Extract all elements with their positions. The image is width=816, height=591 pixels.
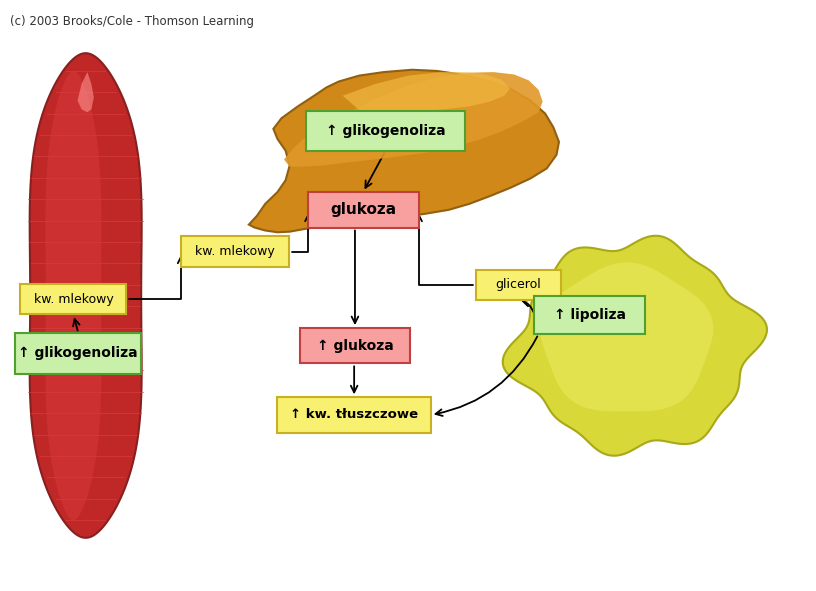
Polygon shape — [503, 236, 767, 456]
FancyBboxPatch shape — [476, 270, 561, 300]
Text: glukoza: glukoza — [330, 202, 397, 217]
Text: kw. mlekowy: kw. mlekowy — [195, 245, 275, 258]
Text: ↑ lipoliza: ↑ lipoliza — [553, 308, 626, 322]
Polygon shape — [249, 70, 559, 232]
FancyBboxPatch shape — [308, 192, 419, 228]
FancyBboxPatch shape — [534, 296, 645, 334]
Polygon shape — [29, 53, 142, 538]
FancyBboxPatch shape — [277, 397, 431, 433]
Text: (c) 2003 Brooks/Cole - Thomson Learning: (c) 2003 Brooks/Cole - Thomson Learning — [10, 15, 254, 28]
FancyBboxPatch shape — [300, 328, 410, 363]
Text: ↑ glikogenoliza: ↑ glikogenoliza — [326, 124, 446, 138]
Text: ↑ kw. tłuszczowe: ↑ kw. tłuszczowe — [290, 408, 419, 421]
FancyBboxPatch shape — [15, 333, 141, 374]
Text: glicerol: glicerol — [495, 278, 542, 291]
FancyBboxPatch shape — [20, 284, 126, 314]
Polygon shape — [540, 262, 713, 411]
FancyBboxPatch shape — [181, 236, 289, 267]
Text: ↑ glukoza: ↑ glukoza — [317, 339, 394, 353]
Text: ↑ glikogenoliza: ↑ glikogenoliza — [18, 346, 138, 361]
Polygon shape — [78, 72, 94, 112]
FancyBboxPatch shape — [306, 111, 465, 151]
Polygon shape — [46, 71, 101, 520]
Polygon shape — [284, 72, 543, 167]
Text: kw. mlekowy: kw. mlekowy — [33, 293, 113, 306]
Polygon shape — [249, 70, 559, 232]
Polygon shape — [343, 72, 510, 113]
